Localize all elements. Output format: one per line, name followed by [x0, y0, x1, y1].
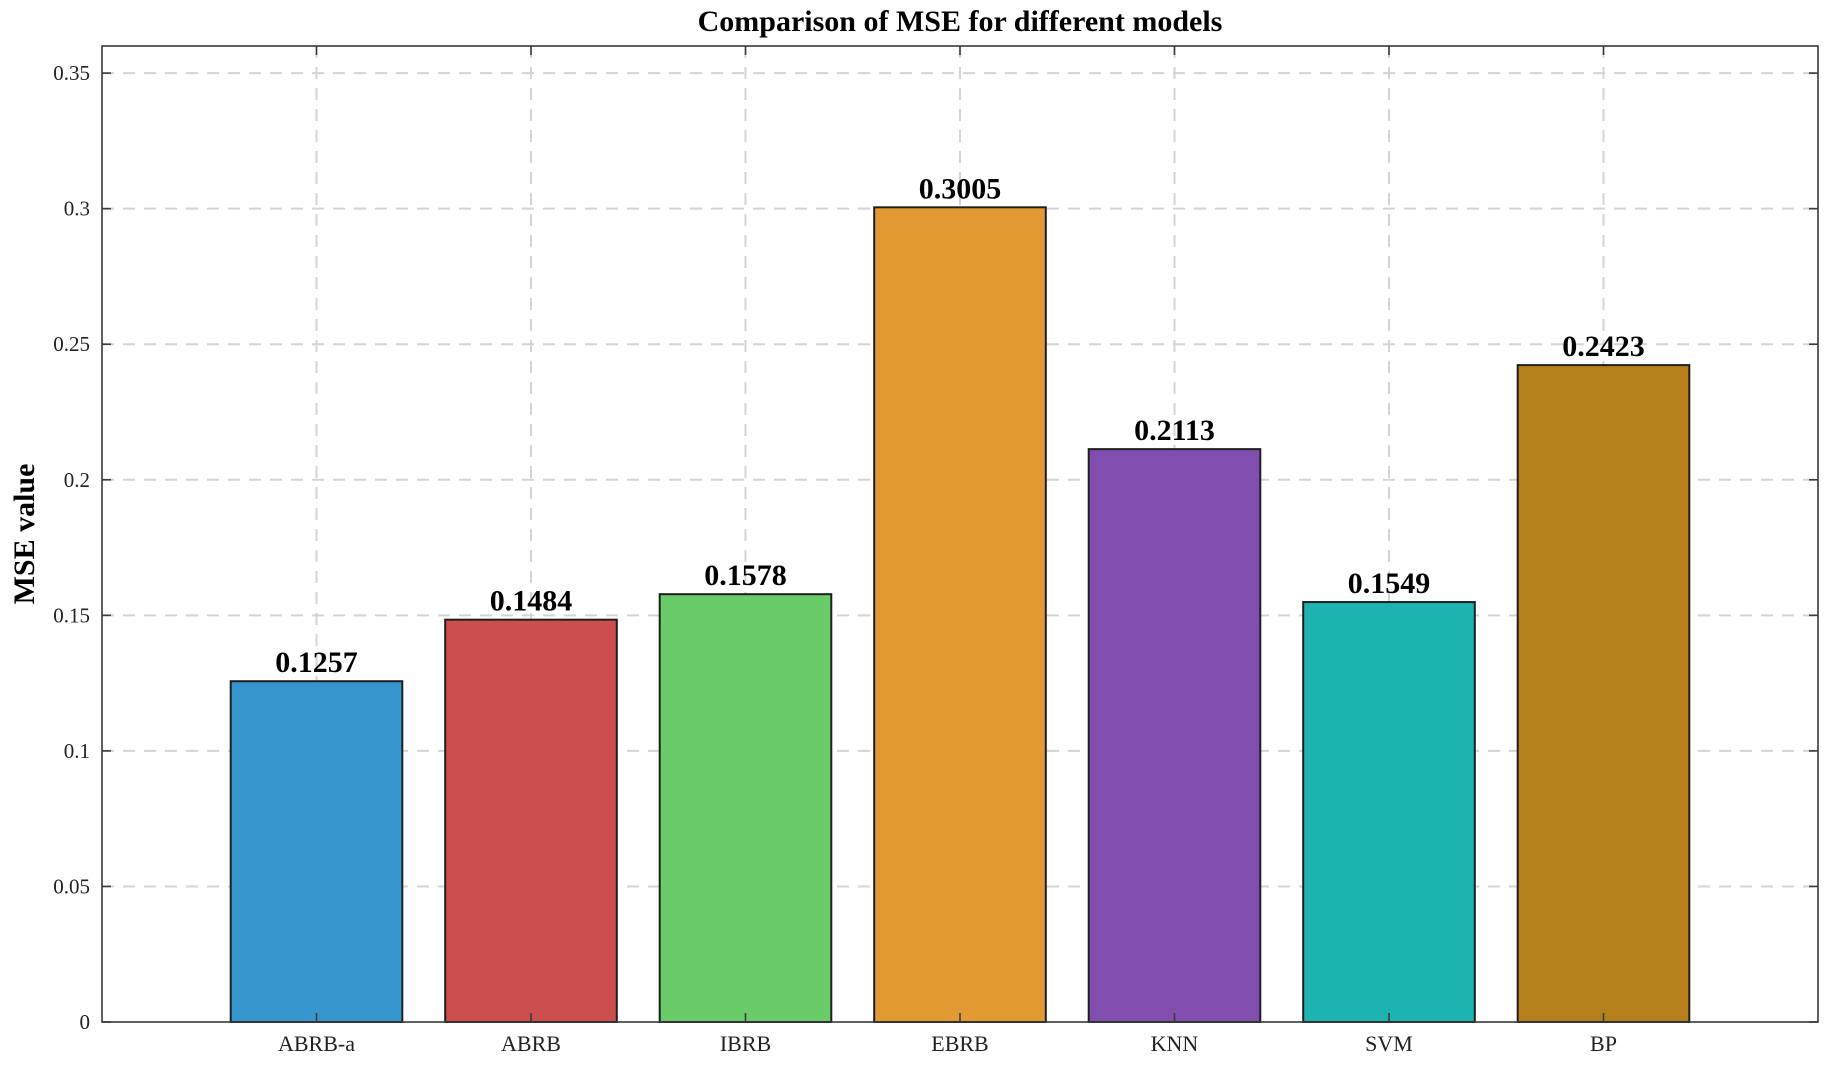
y-tick-label: 0.2 [64, 468, 90, 492]
data-label: 0.1484 [490, 585, 573, 618]
bar [1087, 448, 1262, 1023]
y-tick-label: 0.1 [64, 739, 90, 763]
x-axis-ticks: ABRB-a ABRB IBRB EBRB KNN SVM BP [278, 46, 1617, 1056]
data-label: 0.1257 [275, 646, 358, 679]
bar [873, 206, 1047, 1024]
x-tick-label: SVM [1365, 1031, 1413, 1056]
x-tick-label: ABRB-a [278, 1031, 355, 1056]
x-tick-label: BP [1590, 1031, 1617, 1056]
x-tick-label: EBRB [931, 1031, 988, 1056]
x-tick-label: ABRB [501, 1031, 561, 1056]
chart-title: Comparison of MSE for different models [698, 5, 1223, 38]
x-tick-label: KNN [1151, 1031, 1199, 1056]
bar [1302, 601, 1476, 1023]
bar [444, 618, 618, 1023]
bar [1516, 364, 1691, 1023]
value-labels: 0.1257 0.1484 0.1578 0.3005 0.2113 0.1549 0.24… [275, 172, 1645, 679]
y-axis-ticks: 0 0.05 0.1 0.15 0.2 0.25 0.3 0.35 [53, 61, 1818, 1034]
y-tick-label: 0.25 [53, 332, 90, 356]
data-label: 0.1578 [704, 559, 787, 592]
y-tick-label: 0.3 [64, 197, 90, 221]
data-label: 0.3005 [919, 172, 1002, 205]
data-label: 0.2113 [1134, 414, 1215, 447]
y-axis-label: MSE value [8, 464, 41, 605]
bar [229, 680, 404, 1023]
y-tick-label: 0.05 [53, 874, 90, 898]
y-tick-label: 0.35 [53, 61, 90, 85]
data-label: 0.2423 [1562, 330, 1645, 363]
bar [658, 593, 833, 1023]
data-label: 0.1549 [1348, 567, 1431, 600]
x-tick-label: IBRB [720, 1031, 771, 1056]
y-tick-label: 0.15 [53, 603, 90, 627]
bars [229, 206, 1691, 1024]
y-tick-label: 0 [80, 1010, 91, 1034]
